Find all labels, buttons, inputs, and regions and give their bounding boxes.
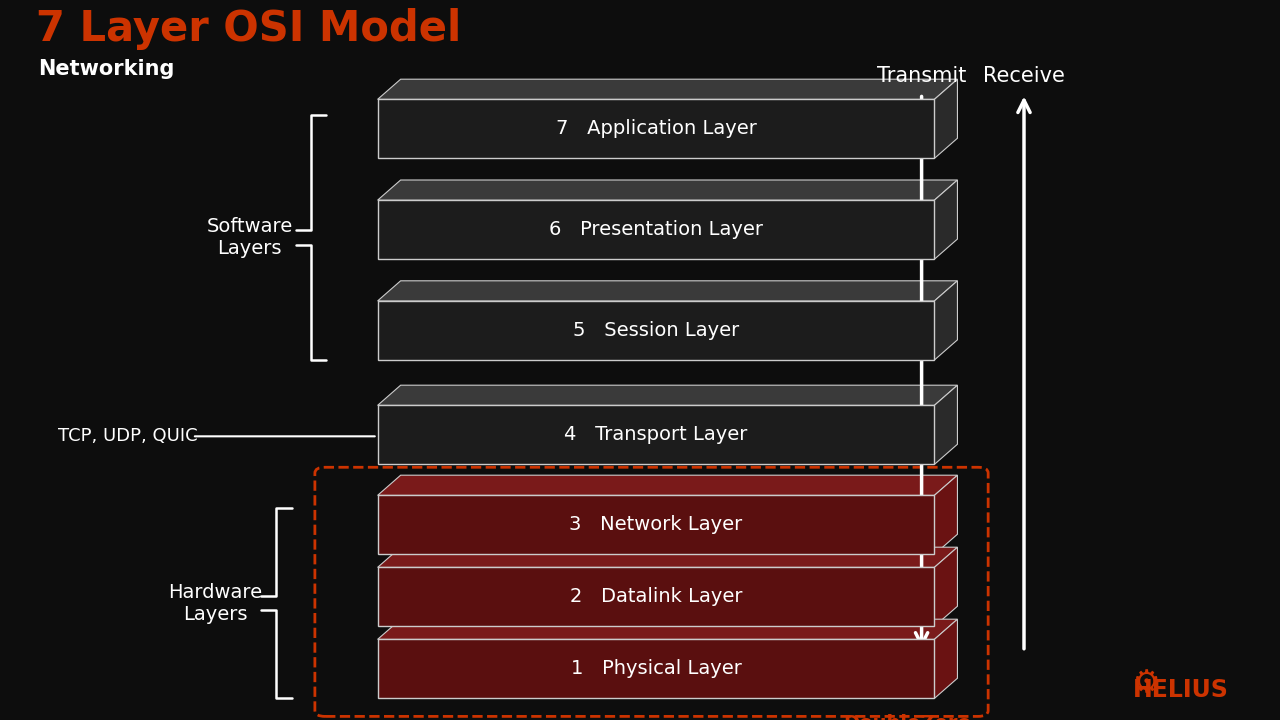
Bar: [378, 639, 934, 698]
Text: 1   Physical Layer: 1 Physical Layer: [571, 660, 741, 678]
Text: Networking: Networking: [38, 59, 175, 79]
Text: DoubleZero: DoubleZero: [844, 714, 972, 720]
Polygon shape: [378, 547, 957, 567]
Polygon shape: [378, 475, 957, 495]
Text: TCP, UDP, QUIC: TCP, UDP, QUIC: [58, 427, 197, 445]
Bar: [378, 495, 934, 554]
Polygon shape: [934, 79, 957, 158]
Polygon shape: [378, 619, 957, 639]
Text: 2   Datalink Layer: 2 Datalink Layer: [570, 588, 742, 606]
Bar: [378, 99, 934, 158]
Bar: [378, 567, 934, 626]
Text: 3   Network Layer: 3 Network Layer: [570, 516, 742, 534]
Polygon shape: [934, 281, 957, 360]
Polygon shape: [378, 385, 957, 405]
Text: Software
Layers: Software Layers: [206, 217, 293, 258]
Bar: [378, 200, 934, 259]
Text: Receive: Receive: [983, 66, 1065, 86]
Text: 7   Application Layer: 7 Application Layer: [556, 120, 756, 138]
Polygon shape: [934, 475, 957, 554]
Text: ⚙: ⚙: [1132, 670, 1160, 698]
Bar: [378, 301, 934, 360]
Polygon shape: [934, 385, 957, 464]
Text: 6   Presentation Layer: 6 Presentation Layer: [549, 220, 763, 239]
Polygon shape: [378, 281, 957, 301]
Text: HELIUS: HELIUS: [1133, 678, 1229, 702]
Polygon shape: [934, 547, 957, 626]
Polygon shape: [378, 79, 957, 99]
Text: Transmit: Transmit: [877, 66, 966, 86]
Polygon shape: [934, 180, 957, 259]
Text: 4   Transport Layer: 4 Transport Layer: [564, 426, 748, 444]
Text: 7 Layer OSI Model: 7 Layer OSI Model: [36, 9, 461, 50]
Text: 5   Session Layer: 5 Session Layer: [573, 321, 739, 340]
Text: Hardware
Layers: Hardware Layers: [168, 582, 262, 624]
Bar: [378, 405, 934, 464]
Polygon shape: [378, 180, 957, 200]
Polygon shape: [934, 619, 957, 698]
